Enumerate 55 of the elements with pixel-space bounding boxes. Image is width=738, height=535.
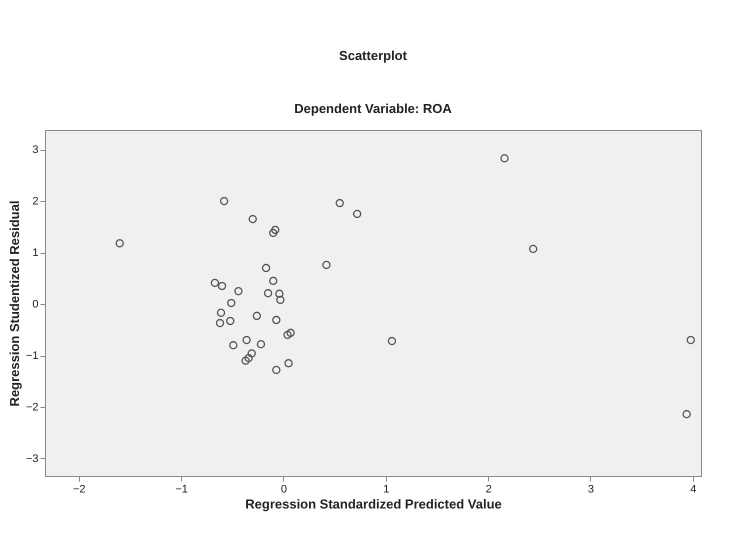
point [218, 282, 226, 290]
x-tick-label: −1 [175, 484, 188, 496]
point [272, 316, 280, 324]
point [686, 336, 695, 344]
point [264, 289, 272, 298]
x-tick-label: −2 [73, 484, 86, 496]
point [388, 336, 396, 346]
point [229, 341, 238, 350]
x-tick-label: 1 [383, 484, 390, 496]
x-tick-label: 2 [486, 484, 492, 496]
point [500, 154, 509, 162]
point [275, 290, 284, 298]
point [286, 328, 295, 338]
point [352, 210, 362, 218]
point [269, 276, 278, 286]
y-tick-label: −3 [26, 452, 38, 465]
x-tick-label: 3 [588, 484, 594, 496]
x-axis-title: Regression Standardized Predicted Value [245, 496, 502, 512]
point [216, 318, 224, 328]
point [244, 354, 253, 362]
x-tick-label: 4 [690, 484, 696, 496]
point [226, 316, 234, 326]
point [262, 264, 270, 272]
point [252, 312, 262, 320]
point [234, 286, 243, 296]
point [227, 298, 236, 308]
point [248, 214, 257, 224]
point [276, 296, 285, 304]
point [283, 330, 292, 340]
point [248, 349, 256, 358]
y-axis-title: Regression Studentized Residual [6, 200, 22, 406]
point [220, 196, 228, 206]
point [241, 356, 250, 365]
x-tick-label: 0 [280, 484, 288, 496]
point [336, 198, 344, 208]
point [271, 226, 280, 234]
point [269, 228, 278, 238]
point [256, 340, 266, 348]
point [322, 260, 331, 270]
y-tick-label: 3 [32, 144, 38, 156]
point [272, 366, 280, 374]
point [284, 359, 293, 368]
chart-title: Scatterplot [339, 48, 408, 63]
y-tick-label: −1 [26, 350, 38, 362]
point [682, 410, 691, 418]
y-tick-label: 0 [32, 298, 38, 311]
point [242, 336, 251, 344]
chart-subtitle: Dependent Variable: ROA [294, 101, 452, 116]
point [528, 244, 538, 254]
y-tick-label: 1 [32, 247, 38, 260]
y-tick-label: −2 [26, 402, 38, 414]
point [116, 239, 124, 248]
y-tick-label: 2 [32, 196, 38, 208]
point [210, 278, 220, 288]
point [216, 308, 226, 317]
